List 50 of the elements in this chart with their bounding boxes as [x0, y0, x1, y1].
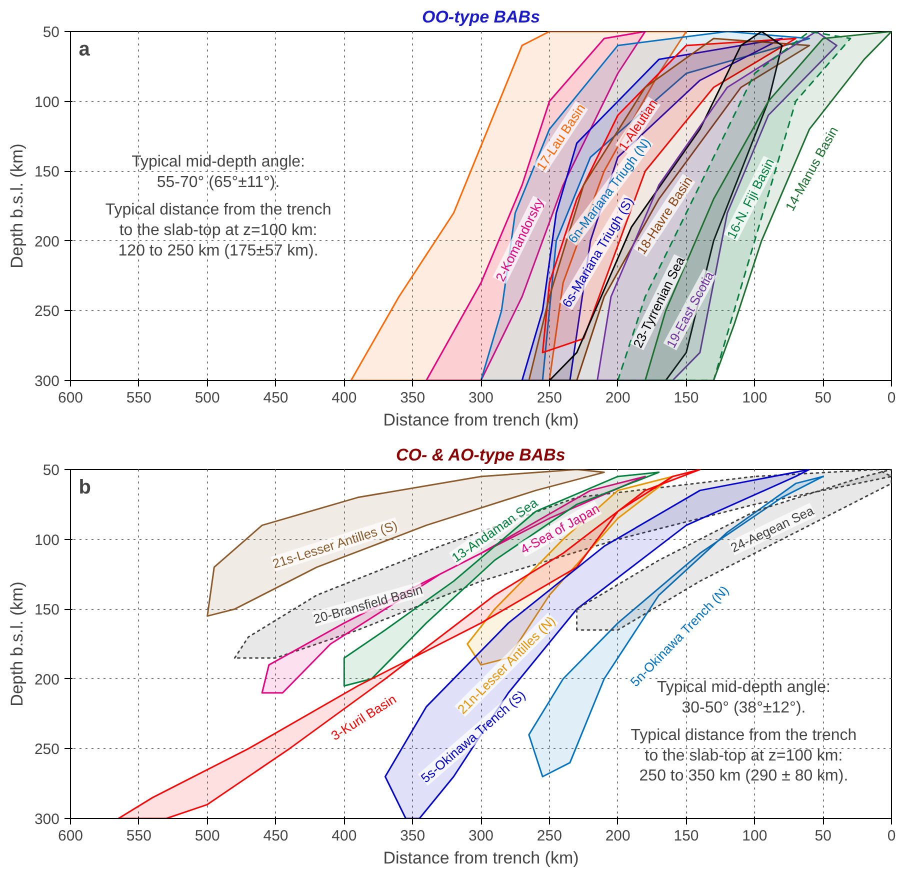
y-tick-label: 100: [34, 532, 60, 549]
x-tick-label: 0: [887, 390, 896, 406]
x-tick-label: 550: [126, 828, 152, 844]
annotation: a: [78, 38, 91, 60]
x-tick-label: 350: [400, 390, 426, 406]
x-axis-title: Distance from trench (km): [383, 848, 579, 868]
x-tick-label: 150: [674, 390, 699, 406]
y-tick-label: 250: [34, 741, 60, 758]
x-tick-label: 550: [126, 390, 152, 406]
x-tick-label: 50: [814, 390, 832, 406]
y-tick-label: 50: [42, 462, 60, 479]
y-tick-label: 200: [34, 671, 60, 688]
annotation: Typical mid-depth angle: 55-70° (65°±11°).: [132, 154, 306, 192]
series-label: 16-N. Fiji Basin: [724, 156, 778, 242]
x-tick-label: 0: [887, 828, 896, 844]
y-tick-label: 300: [34, 373, 60, 390]
y-tick-label: 250: [34, 303, 60, 320]
x-tick-label: 450: [263, 828, 288, 844]
x-tick-label: 200: [605, 390, 630, 406]
x-tick-label: 250: [536, 390, 562, 406]
x-tick-label: 600: [58, 390, 84, 406]
annotation: Typical distance from the trench to the slab-top at z=100 km: 250 to 350 km (290 ± 80 km).: [630, 726, 857, 785]
x-tick-label: 100: [742, 390, 768, 406]
x-tick-label: 350: [400, 828, 426, 844]
x-tick-label: 400: [332, 390, 357, 406]
chart-title: CO- & AO-type BABs: [396, 446, 566, 464]
y-tick-label: 50: [42, 24, 60, 41]
annotation: Typical distance from the trench to the slab-top at z=100 km: 120 to 250 km (175±57 km).: [105, 202, 332, 260]
x-tick-label: 600: [58, 828, 84, 844]
y-axis-title: Depth b.s.l. (km): [7, 144, 26, 268]
x-tick-label: 450: [263, 390, 288, 406]
x-axis-title: Distance from trench (km): [383, 410, 579, 430]
annotation: b: [78, 476, 91, 498]
y-tick-label: 300: [34, 811, 60, 828]
x-tick-label: 100: [742, 828, 768, 844]
y-tick-label: 150: [34, 602, 60, 619]
y-axis-title: Depth b.s.l. (km): [7, 582, 26, 706]
x-tick-label: 50: [814, 828, 832, 844]
x-tick-label: 400: [332, 828, 357, 844]
x-tick-label: 300: [468, 828, 494, 844]
x-tick-label: 250: [536, 828, 562, 844]
x-tick-label: 200: [605, 828, 630, 844]
y-tick-label: 150: [34, 164, 60, 181]
y-tick-label: 200: [34, 233, 60, 250]
x-tick-label: 300: [468, 390, 494, 406]
x-tick-label: 500: [194, 390, 220, 406]
chart-title: OO-type BABs: [422, 8, 540, 26]
x-tick-label: 150: [674, 828, 699, 844]
x-tick-label: 500: [194, 828, 220, 844]
y-tick-label: 100: [34, 94, 60, 111]
